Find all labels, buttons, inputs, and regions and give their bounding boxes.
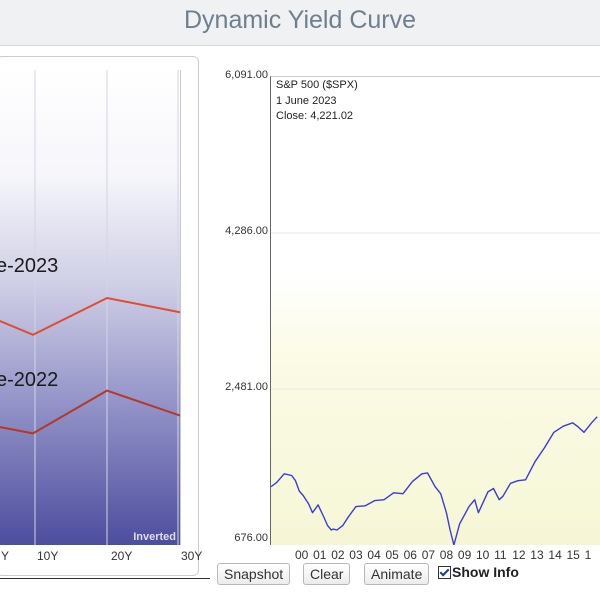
spx-x-tick: 10 bbox=[476, 548, 490, 562]
spx-x-tick: 02 bbox=[331, 548, 345, 562]
spx-y-tick: 2,481.00 bbox=[225, 381, 268, 393]
yield-series-0 bbox=[0, 296, 180, 336]
info-date: 1 June 2023 bbox=[276, 95, 337, 107]
yield-x-tick: 10Y bbox=[37, 549, 59, 563]
yield-axis-divider bbox=[0, 578, 210, 579]
yield-x-tick: Y bbox=[1, 549, 10, 563]
curve-label-current: e-2023 bbox=[0, 255, 59, 277]
spx-x-tick: 08 bbox=[439, 548, 454, 562]
spx-chart[interactable] bbox=[270, 76, 600, 545]
clear-button[interactable]: Clear bbox=[303, 563, 351, 585]
spx-x-tick: 00 bbox=[295, 548, 309, 562]
info-close: Close: 4,221.02 bbox=[276, 110, 354, 122]
spx-x-tick: 11 bbox=[494, 548, 507, 562]
show-info-label: Show Info bbox=[452, 564, 519, 580]
spx-x-tick: 13 bbox=[530, 548, 544, 562]
yield-x-tick: 30Y bbox=[181, 549, 203, 563]
animate-button[interactable]: Animate bbox=[364, 563, 430, 585]
inverted-badge: Inverted bbox=[133, 531, 176, 543]
spx-x-tick: 05 bbox=[385, 548, 399, 562]
spx-x-tick: 09 bbox=[457, 548, 472, 562]
yield-curve-chart[interactable]: e-2023 e-2022 Inverted bbox=[0, 70, 181, 545]
spx-x-tick: 07 bbox=[421, 548, 436, 562]
snapshot-button[interactable]: Snapshot bbox=[217, 563, 291, 585]
title-bar: Dynamic Yield Curve bbox=[0, 0, 600, 46]
info-symbol: S&P 500 ($SPX) bbox=[276, 79, 358, 91]
yield-curve-plot bbox=[0, 70, 180, 545]
yield-series-1 bbox=[0, 389, 180, 435]
spx-y-tick: 676.00 bbox=[234, 532, 268, 544]
spx-y-tick: 4,286.00 bbox=[225, 225, 268, 237]
curve-label-previous: e-2022 bbox=[0, 369, 59, 391]
spx-plot bbox=[271, 232, 600, 545]
spx-x-tick: 01 bbox=[313, 548, 327, 562]
spx-x-tick: 15 bbox=[566, 548, 580, 562]
spx-y-tick: 6,091.00 bbox=[225, 69, 268, 81]
yield-x-tick: 20Y bbox=[111, 549, 133, 563]
spx-x-tick: 1 bbox=[584, 548, 592, 562]
spx-x-tick: 03 bbox=[349, 548, 363, 562]
spx-x-tick: 04 bbox=[367, 548, 381, 562]
spx-x-tick: 06 bbox=[403, 548, 417, 562]
page-title: Dynamic Yield Curve bbox=[183, 6, 417, 34]
spx-series-line bbox=[271, 416, 598, 545]
spx-x-tick: 14 bbox=[548, 548, 562, 562]
spx-x-tick: 12 bbox=[512, 548, 526, 562]
show-info-checkbox[interactable] bbox=[438, 566, 451, 579]
